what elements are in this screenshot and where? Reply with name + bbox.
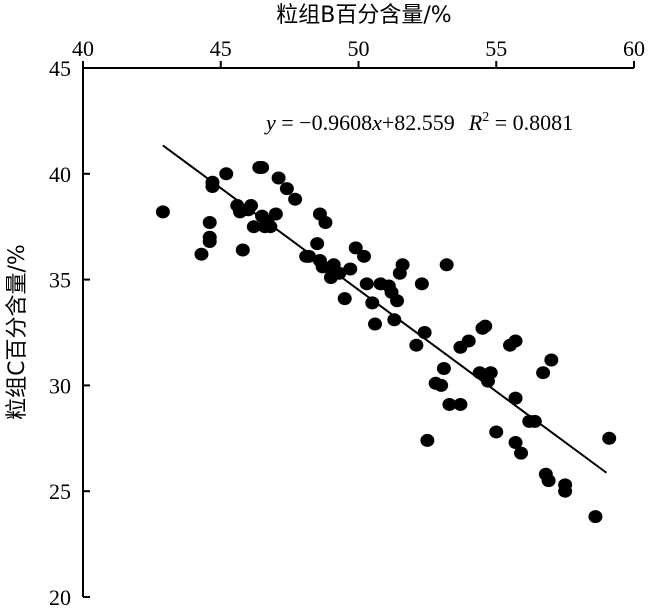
y-tick-label: 35 — [49, 268, 71, 293]
r-squared-value: = 0.8081 — [489, 110, 573, 135]
data-point — [194, 247, 209, 261]
data-point — [318, 215, 333, 229]
data-point — [348, 241, 363, 255]
y-tick-label: 25 — [49, 479, 71, 504]
data-point — [202, 215, 217, 229]
r-squared-var: R — [468, 110, 483, 135]
x-tick-label: 40 — [72, 36, 94, 61]
data-point — [368, 317, 383, 331]
data-point — [536, 366, 551, 380]
data-point — [235, 243, 250, 257]
data-point — [155, 205, 170, 219]
y-tick-label: 30 — [49, 373, 71, 398]
data-point — [434, 378, 449, 392]
data-point — [246, 220, 261, 234]
data-point — [395, 258, 410, 272]
eq-y-var: y — [264, 110, 276, 135]
data-point — [332, 266, 347, 280]
data-point — [508, 391, 523, 405]
data-point — [541, 474, 556, 488]
data-point — [409, 338, 424, 352]
data-point — [202, 230, 217, 244]
data-point — [439, 258, 454, 272]
data-point — [255, 160, 270, 174]
data-point — [558, 478, 573, 492]
data-point — [219, 167, 234, 181]
data-point — [453, 397, 468, 411]
y-tick-label: 20 — [49, 585, 71, 610]
tick-group — [82, 61, 635, 598]
data-point — [436, 361, 451, 375]
x-tick-label: 45 — [210, 36, 232, 61]
data-point — [337, 292, 352, 306]
y-axis-title: 粒组C百分含量/% — [5, 244, 30, 420]
data-point — [483, 366, 498, 380]
data-point — [263, 220, 278, 234]
data-point — [544, 353, 559, 367]
data-point — [343, 262, 358, 276]
eq-x-var: x — [371, 110, 382, 135]
data-point — [478, 319, 493, 333]
x-tick-label: 55 — [485, 36, 507, 61]
data-point — [279, 182, 294, 196]
r-squared-exponent: 2 — [482, 110, 489, 125]
data-point — [420, 433, 435, 447]
data-point — [387, 313, 402, 327]
data-point — [602, 431, 617, 445]
data-point — [508, 436, 523, 450]
data-point — [365, 296, 380, 310]
x-tick-label: 60 — [623, 36, 645, 61]
regression-equation: y = −0.9608x+82.559 R2 = 0.8081 — [264, 110, 573, 135]
x-tick-label: 50 — [348, 36, 370, 61]
eq-tail: +82.559 — [382, 110, 455, 135]
data-point — [359, 277, 374, 291]
trendline — [162, 144, 608, 474]
y-tick-label: 45 — [49, 56, 71, 81]
data-point — [357, 249, 372, 263]
data-point — [461, 334, 476, 348]
data-point — [489, 425, 504, 439]
data-point — [310, 237, 325, 251]
data-point — [301, 249, 316, 263]
data-point — [508, 334, 523, 348]
data-point — [288, 192, 303, 206]
y-tick-label: 40 — [49, 162, 71, 187]
trendline-group — [162, 144, 608, 474]
data-point — [271, 171, 286, 185]
data-point — [588, 510, 603, 524]
x-axis-title: 粒组B百分含量/% — [276, 3, 451, 28]
data-point — [414, 277, 429, 291]
data-point — [390, 294, 405, 308]
data-points — [155, 160, 617, 524]
data-point — [268, 207, 283, 221]
data-point — [442, 397, 457, 411]
data-point — [514, 446, 529, 460]
data-point — [417, 326, 432, 339]
eq-body: = −0.9608 — [276, 110, 372, 135]
